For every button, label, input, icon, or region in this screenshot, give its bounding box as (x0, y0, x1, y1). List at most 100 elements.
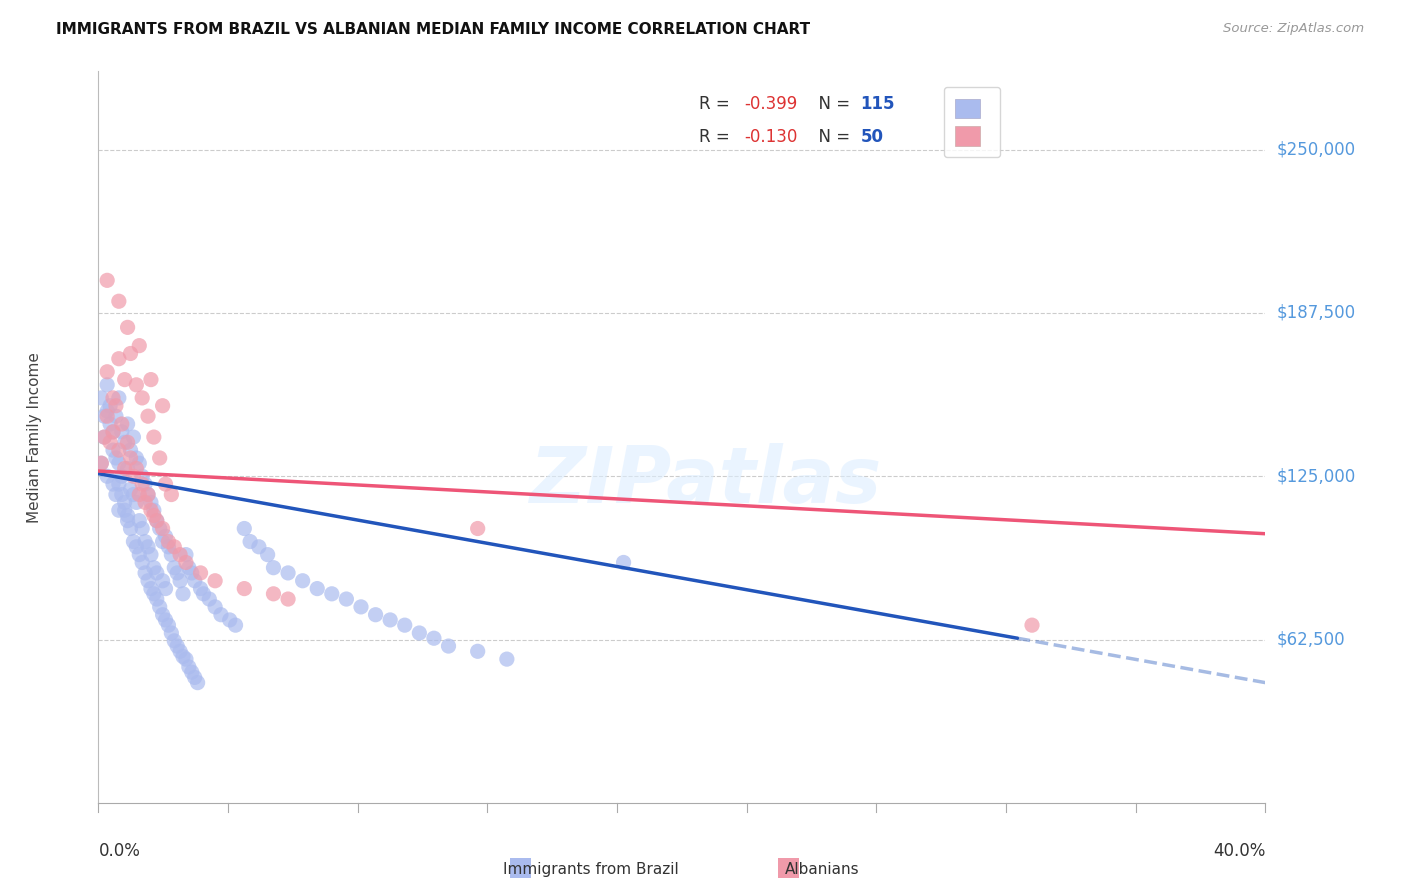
Point (93, 430, 115, 444)
Point (96, 469, 118, 483)
Point (122, 534, 145, 549)
Point (139, 503, 162, 517)
Point (114, 461, 136, 475)
Point (160, 487, 183, 501)
Point (136, 487, 159, 501)
Point (169, 644, 191, 658)
Text: Albanians: Albanians (785, 863, 860, 877)
Point (114, 435, 136, 450)
Point (183, 670, 205, 684)
Text: N =: N = (808, 128, 855, 146)
Point (163, 633, 186, 648)
Point (183, 574, 205, 588)
Point (364, 607, 387, 622)
Text: Median Family Income: Median Family Income (27, 351, 42, 523)
Point (117, 435, 139, 450)
Point (277, 566, 299, 580)
Point (122, 430, 145, 444)
Point (120, 521, 142, 535)
Point (90, 456, 112, 470)
Point (157, 534, 180, 549)
Point (321, 587, 343, 601)
Point (131, 556, 153, 570)
Point (180, 566, 202, 580)
Point (136, 574, 159, 588)
Point (174, 556, 197, 570)
Point (139, 548, 162, 562)
Point (128, 456, 150, 470)
Text: 0.0%: 0.0% (98, 842, 141, 860)
Point (166, 639, 188, 653)
Point (160, 548, 183, 562)
Point (117, 508, 139, 523)
Point (111, 425, 134, 439)
Point (209, 607, 232, 622)
Point (423, 632, 446, 646)
Point (291, 574, 314, 588)
Legend: , : , (943, 87, 1000, 157)
Point (307, 582, 329, 596)
Point (160, 626, 183, 640)
Text: 50: 50 (860, 128, 883, 146)
Point (163, 560, 186, 574)
Point (163, 540, 186, 554)
Point (104, 487, 127, 501)
Point (125, 377, 148, 392)
Point (101, 443, 124, 458)
Point (174, 548, 197, 562)
Point (111, 487, 134, 501)
Point (101, 391, 124, 405)
Point (114, 495, 136, 509)
Point (152, 521, 174, 535)
Text: 115: 115 (860, 95, 896, 113)
Point (152, 534, 174, 549)
Point (108, 351, 131, 366)
Point (93, 430, 115, 444)
Point (114, 373, 136, 387)
Point (108, 477, 131, 491)
Point (169, 548, 191, 562)
Point (262, 560, 284, 574)
Point (114, 503, 136, 517)
Point (131, 469, 153, 483)
Point (495, 652, 517, 666)
Point (134, 477, 156, 491)
Point (155, 613, 177, 627)
Point (378, 613, 402, 627)
Point (108, 391, 131, 405)
Point (142, 508, 165, 523)
Point (233, 582, 256, 596)
Point (139, 495, 162, 509)
Point (120, 450, 142, 465)
Point (152, 399, 174, 413)
Point (256, 548, 278, 562)
Point (117, 514, 139, 528)
Point (90, 456, 112, 470)
Point (136, 409, 159, 424)
Point (111, 417, 134, 431)
Point (96, 273, 118, 287)
Point (169, 574, 191, 588)
Point (142, 503, 165, 517)
Point (120, 483, 142, 497)
Point (117, 417, 139, 431)
Point (247, 540, 270, 554)
Point (190, 566, 212, 580)
Point (146, 566, 169, 580)
Point (277, 592, 299, 607)
Point (108, 294, 131, 309)
Point (125, 450, 148, 465)
Point (122, 487, 145, 501)
Point (104, 450, 127, 465)
Point (139, 582, 162, 596)
Point (101, 425, 124, 439)
Point (128, 338, 150, 352)
Point (225, 618, 247, 632)
Point (98, 417, 121, 431)
Point (142, 587, 165, 601)
Point (134, 534, 156, 549)
Point (335, 592, 357, 607)
Point (108, 503, 131, 517)
Point (131, 477, 153, 491)
Text: $187,500: $187,500 (1277, 304, 1355, 322)
